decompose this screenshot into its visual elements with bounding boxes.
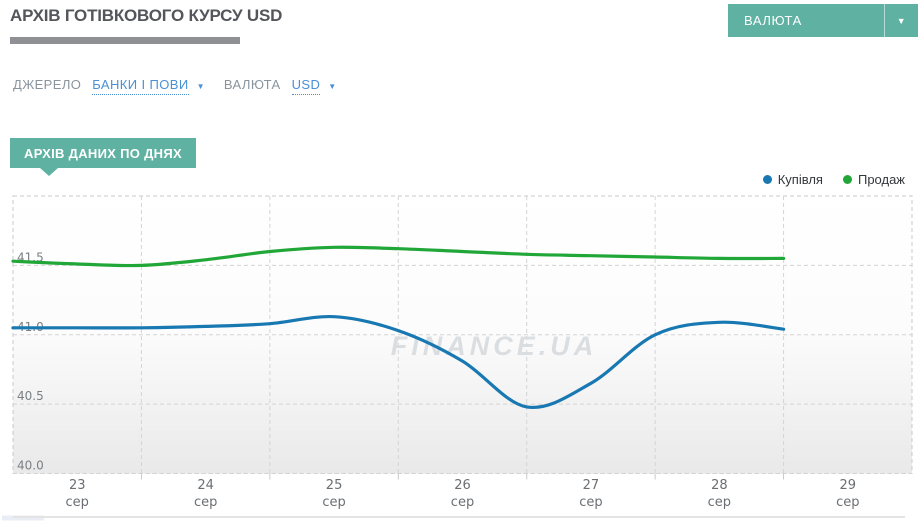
sell-series-dot-icon bbox=[842, 175, 852, 184]
x-day-label: 29 bbox=[840, 478, 857, 493]
sell-series-line bbox=[11, 245, 786, 268]
currency-chevron-down-icon[interactable]: ▼ bbox=[328, 82, 337, 91]
watermark: FINANCE.UA bbox=[391, 331, 598, 361]
chart-legend: Купівля Продаж bbox=[762, 172, 905, 187]
y-tick-label: 40.0 bbox=[17, 459, 44, 473]
source-label: ДЖЕРЕЛО bbox=[13, 77, 82, 92]
y-tick-label: 40.5 bbox=[17, 389, 44, 403]
x-month-label: сер bbox=[836, 495, 859, 510]
x-month-label: сер bbox=[708, 495, 731, 510]
x-day-label: 24 bbox=[197, 478, 214, 493]
currency-label: ВАЛЮТА bbox=[223, 77, 281, 92]
title-underline bbox=[10, 37, 240, 44]
x-month-label: сер bbox=[66, 495, 89, 510]
x-day-label: 28 bbox=[711, 478, 728, 493]
legend-item-buy[interactable]: Купівля bbox=[762, 172, 823, 187]
filter-bar: ДЖЕРЕЛО БАНКИ І ПОВИ ▼ ВАЛЮТА USD ▼ bbox=[13, 77, 337, 95]
buy-series-line bbox=[11, 314, 786, 410]
legend-sell-label: Продаж bbox=[857, 172, 905, 187]
badge-pointer bbox=[40, 168, 58, 176]
legend-item-sell[interactable]: Продаж bbox=[842, 172, 905, 187]
currency-select[interactable]: USD bbox=[291, 77, 321, 95]
x-day-label: 26 bbox=[454, 478, 471, 493]
buy-series-dot-icon bbox=[762, 175, 772, 184]
chevron-down-icon[interactable]: ▼ bbox=[884, 4, 918, 37]
x-month-label: сер bbox=[322, 495, 345, 510]
x-day-label: 23 bbox=[69, 478, 86, 493]
page-title: АРХІВ ГОТІВКОВОГО КУРСУ USD bbox=[10, 6, 283, 25]
currency-dropdown-button[interactable]: ВАЛЮТА ▼ bbox=[728, 4, 918, 37]
x-month-label: сер bbox=[579, 495, 602, 510]
x-day-label: 27 bbox=[583, 478, 600, 493]
source-select[interactable]: БАНКИ І ПОВИ bbox=[92, 77, 189, 95]
x-month-label: сер bbox=[194, 495, 217, 510]
x-day-label: 25 bbox=[326, 478, 343, 493]
section-badge: АРХІВ ДАНИХ ПО ДНЯХ bbox=[10, 138, 196, 176]
section-badge-label: АРХІВ ДАНИХ ПО ДНЯХ bbox=[24, 145, 182, 161]
rate-chart: 40.040.541.041.523сер24сер25сер26сер27се… bbox=[2, 195, 913, 521]
currency-dropdown-label: ВАЛЮТА bbox=[744, 13, 802, 28]
x-month-label: сер bbox=[451, 495, 474, 510]
legend-buy-label: Купівля bbox=[777, 172, 823, 187]
source-chevron-down-icon[interactable]: ▼ bbox=[196, 82, 205, 91]
